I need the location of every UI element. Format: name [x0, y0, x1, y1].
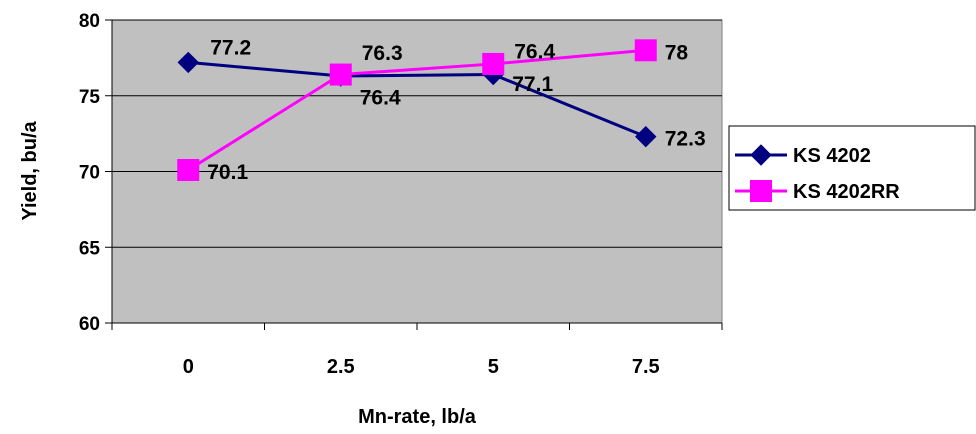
legend-marker [750, 180, 772, 202]
data-point-marker [329, 63, 352, 86]
y-tick-label: 70 [79, 163, 100, 184]
data-label: 76.4 [514, 41, 555, 64]
y-axis-label: Yield, bu/a [19, 120, 41, 220]
y-tick-label: 75 [79, 87, 101, 108]
data-label: 78 [665, 41, 689, 64]
data-label: 70.1 [207, 161, 248, 184]
data-label: 77.2 [210, 36, 251, 59]
legend-label: KS 4202RR [793, 181, 900, 203]
data-label: 77.1 [512, 73, 553, 96]
data-point-marker [177, 158, 200, 181]
series-line [188, 60, 647, 139]
gridlines [112, 19, 722, 248]
data-label: 72.3 [665, 128, 706, 151]
legend-label: KS 4202 [793, 145, 871, 167]
data-point-marker [177, 51, 199, 74]
legend-marker [750, 144, 772, 166]
axes [105, 19, 723, 330]
x-tick-label: 0 [183, 356, 194, 378]
series-line [187, 48, 646, 172]
data-label: 76.4 [360, 87, 401, 110]
y-tick-label: 60 [79, 314, 100, 335]
x-axis-label: Mn-rate, lb/a [358, 406, 477, 428]
y-tick-label: 80 [79, 11, 100, 32]
x-tick-label: 7.5 [632, 356, 660, 378]
data-label: 76.3 [362, 42, 403, 65]
y-tick-labels: 60 65 70 75 80 [79, 11, 101, 335]
data-point-marker [634, 39, 657, 62]
y-tick-label: 65 [79, 238, 101, 259]
x-tick-label: 5 [488, 356, 499, 378]
legend: KS 4202 KS 4202RR [728, 125, 976, 211]
data-labels: 77.2 76.3 76.4 72.3 70.1 76.4 77.1 78 [207, 36, 705, 184]
x-tick-labels: 0 2.5 5 7.5 [183, 356, 660, 378]
data-point-marker [482, 52, 505, 75]
x-tick-label: 2.5 [327, 356, 355, 378]
data-point-marker [635, 125, 657, 148]
series-group [177, 39, 657, 181]
